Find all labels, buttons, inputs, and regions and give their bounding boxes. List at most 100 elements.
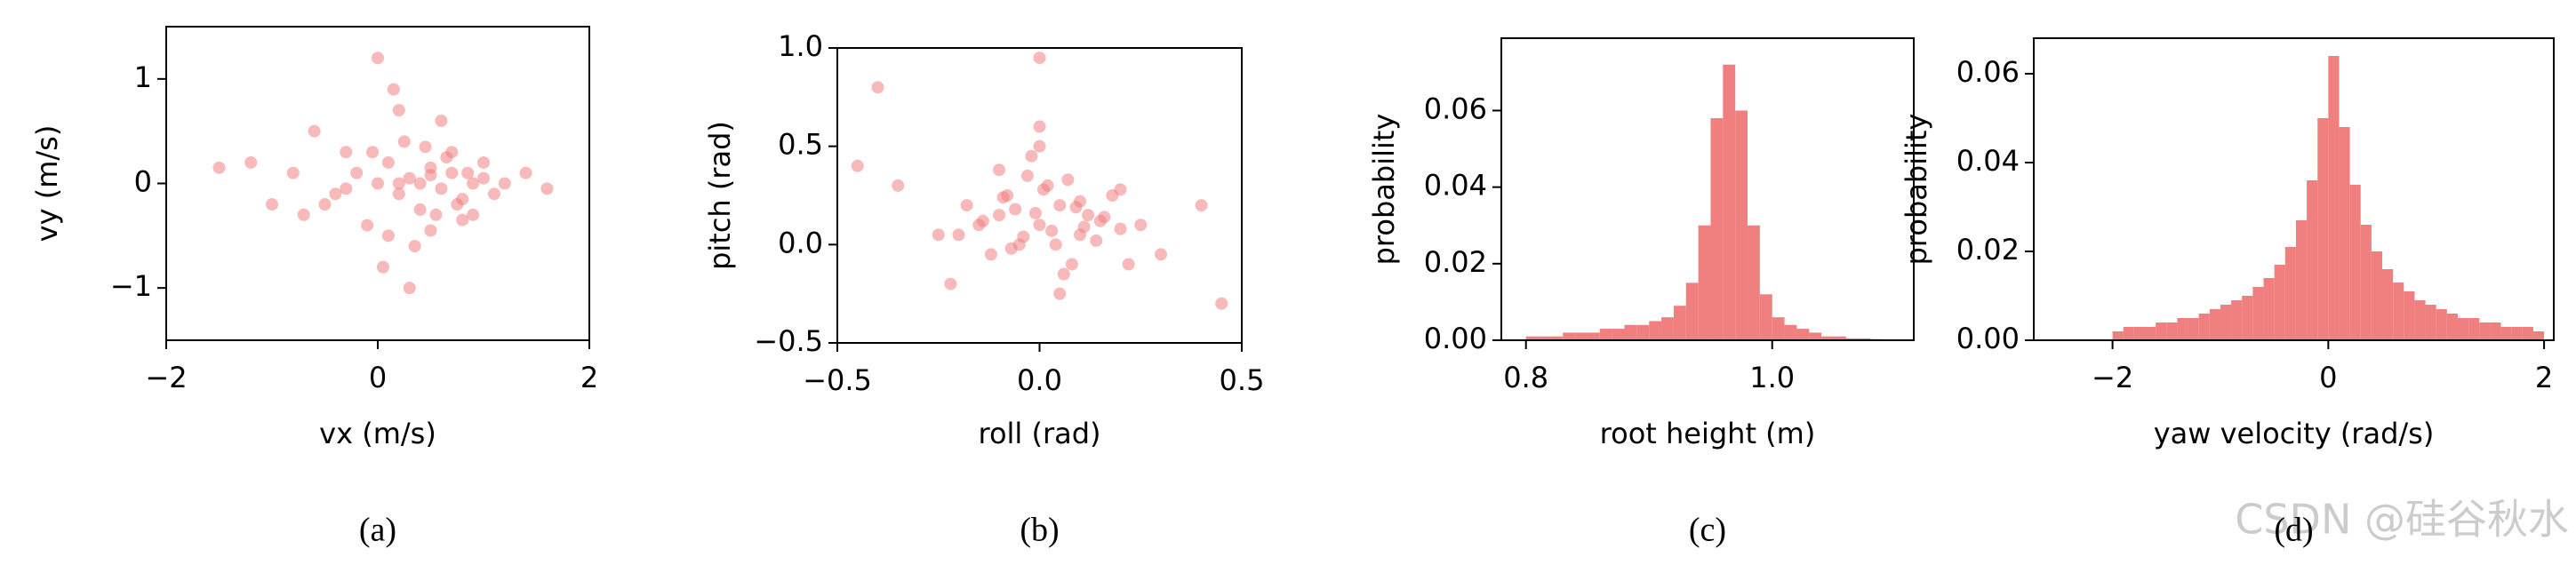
y-tick-label: 0.06 (1956, 55, 2020, 89)
bar (1661, 317, 1674, 340)
point (1114, 183, 1127, 196)
point (408, 240, 421, 253)
y-tick-label: 1 (134, 60, 152, 94)
point (387, 83, 400, 96)
point (429, 208, 443, 221)
point (403, 282, 416, 295)
point (361, 219, 374, 232)
point (1195, 199, 1208, 212)
x-tick-label: 2 (580, 361, 598, 394)
bar (2393, 282, 2404, 340)
point (1098, 211, 1111, 224)
bar (2123, 327, 2134, 340)
y-tick-label: 0.5 (778, 128, 823, 162)
axes-frame (836, 47, 1243, 344)
bar (2457, 318, 2469, 340)
point (540, 182, 554, 195)
point (944, 277, 957, 290)
point (413, 203, 427, 216)
point (851, 159, 864, 172)
point (932, 228, 945, 242)
point (993, 163, 1005, 177)
y-tick-label: 0.00 (1424, 322, 1487, 355)
bar (1550, 336, 1564, 340)
point (1065, 258, 1078, 271)
x-tick-label: 1.0 (1749, 361, 1795, 394)
point (392, 177, 405, 190)
bar (2349, 185, 2361, 340)
point (1033, 120, 1046, 133)
x-tick-label: 0 (2319, 361, 2337, 394)
bar (1612, 329, 1625, 340)
caption: (a) (359, 512, 396, 549)
bar (2156, 322, 2167, 340)
point (376, 260, 389, 274)
point (403, 171, 416, 185)
x-tick-label: 2 (2535, 361, 2553, 394)
point (871, 81, 884, 94)
bar (2479, 322, 2491, 340)
bar (1821, 336, 1834, 340)
point (1017, 230, 1030, 243)
bar (2133, 327, 2146, 340)
bar (1673, 306, 1686, 340)
point (1090, 234, 1103, 247)
point (1134, 219, 1148, 232)
bar (2425, 305, 2436, 340)
bar (2307, 180, 2318, 340)
point (1049, 238, 1062, 251)
bar (1784, 324, 1797, 340)
x-axis-label: root height (m) (1600, 417, 1816, 450)
y-tick-label: 0.00 (1956, 322, 2020, 355)
y-axis-label: probability (1900, 114, 1933, 266)
bar (2382, 269, 2394, 340)
point (424, 169, 437, 182)
bar (2436, 309, 2447, 340)
bar (1685, 282, 1699, 340)
bar (1833, 336, 1846, 340)
bar (2231, 300, 2243, 340)
point (212, 161, 226, 174)
x-axis-label: yaw velocity (rad/s) (2154, 417, 2435, 450)
point (413, 177, 427, 190)
point (456, 213, 469, 227)
x-axis-label: roll (rad) (978, 417, 1100, 450)
x-tick-label: 0.5 (1220, 363, 1265, 397)
x-tick-label: 0 (369, 361, 387, 394)
bar (2145, 327, 2156, 340)
point (1077, 220, 1091, 234)
bar (1525, 336, 1539, 340)
bar (2177, 318, 2188, 340)
point (498, 177, 511, 190)
point (451, 198, 464, 211)
x-tick-label: −2 (145, 361, 187, 394)
bar (1624, 324, 1637, 340)
bar (1845, 338, 1859, 340)
point (445, 146, 459, 159)
point (1061, 173, 1075, 187)
bar (1759, 294, 1772, 340)
y-tick-label: 0.02 (1956, 233, 2020, 267)
bar (1587, 332, 1600, 340)
point (1122, 258, 1135, 271)
bar (2188, 318, 2199, 340)
point (1057, 267, 1070, 281)
point (1069, 201, 1083, 214)
point (308, 124, 321, 138)
point (467, 177, 480, 190)
bar (1735, 110, 1748, 340)
point (1025, 149, 1038, 163)
bar (2522, 327, 2533, 340)
bar (2532, 331, 2545, 340)
y-tick-label: 0.0 (778, 226, 823, 259)
point (976, 214, 989, 227)
bar (1636, 324, 1650, 340)
caption: (b) (1020, 512, 1059, 549)
point (266, 198, 278, 211)
point (297, 208, 310, 221)
bar (1796, 329, 1810, 340)
y-tick-label: 1.0 (778, 29, 823, 63)
bar (2404, 291, 2415, 340)
point (340, 182, 353, 195)
